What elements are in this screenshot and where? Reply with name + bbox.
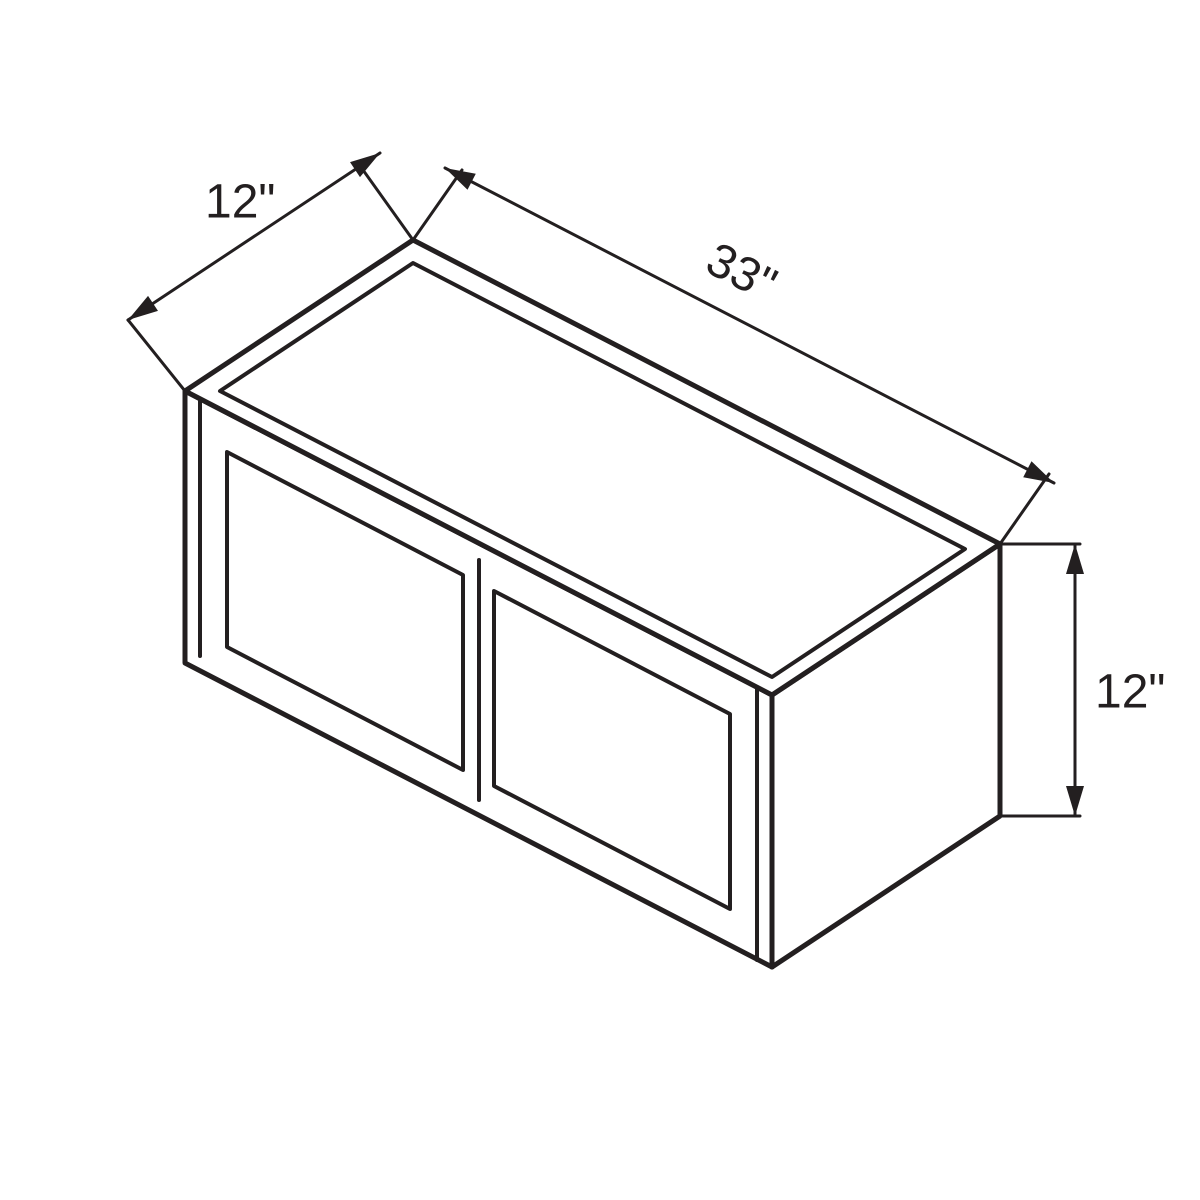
dimension-depth-label: 12"	[205, 176, 275, 229]
cabinet-isometric-diagram: 12" 33" 12"	[0, 0, 1200, 1200]
dimension-height-label: 12"	[1095, 666, 1165, 719]
dimension-width-label: 33"	[698, 233, 785, 312]
